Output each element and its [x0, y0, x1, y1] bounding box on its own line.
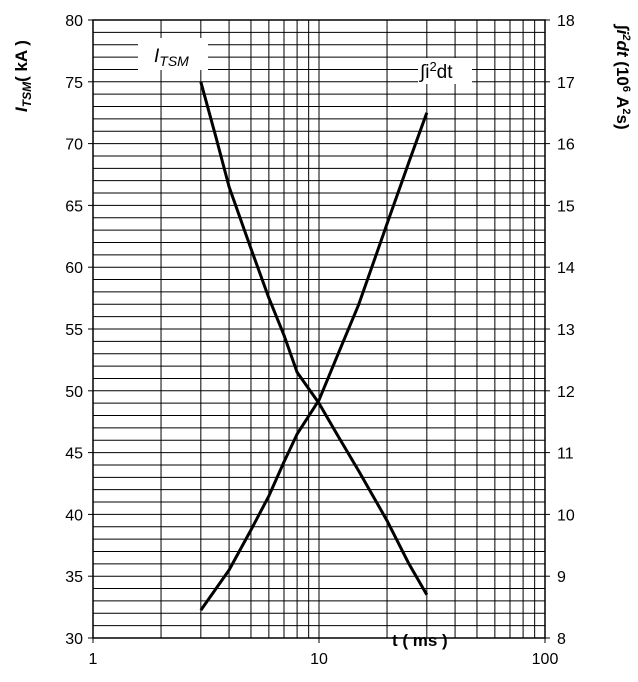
y-right-tick-label: 18 — [557, 13, 575, 30]
series-line-0 — [199, 81, 429, 596]
grid — [92, 19, 545, 639]
x-tick-label: 1 — [89, 651, 98, 668]
y-right-tick-label: 11 — [557, 446, 574, 463]
series-label-i2dt: ∫i2dt — [418, 58, 472, 84]
y-left-tick-label: 80 — [65, 13, 83, 30]
x-tick-label: 100 — [532, 651, 559, 668]
y-left-tick-label: 30 — [65, 631, 83, 648]
y-left-tick-label: 65 — [65, 198, 83, 215]
series-label-itsm-text: ITSM — [154, 46, 189, 69]
series-label-itsm: ITSM — [138, 38, 208, 70]
y-axis-right-label: ∫i2dt (106 A2s) — [613, 23, 632, 130]
y-right-tick-label: 17 — [557, 75, 575, 92]
y-left-tick-label: 35 — [65, 569, 83, 586]
y-right-tick-label: 10 — [557, 507, 575, 524]
y-left-tick-label: 70 — [65, 137, 83, 154]
y-right-tick-label: 9 — [557, 569, 566, 586]
x-axis-label: t ( ms ) — [392, 631, 448, 650]
y-left-tick-label: 60 — [65, 260, 83, 277]
series-line-1 — [199, 112, 429, 612]
y-left-tick-label: 75 — [65, 75, 83, 92]
x-tick-label: 10 — [310, 651, 328, 668]
y-right-tick-label: 13 — [557, 322, 575, 339]
y-left-tick-label: 50 — [65, 384, 83, 401]
y-left-tick-label: 55 — [65, 322, 83, 339]
series-label-i2dt-bg — [418, 58, 472, 84]
series-label-itsm-bg — [138, 38, 208, 70]
tick-labels: 30 35 40 45 50 55 60 65 70 75 80 8 9 10 11 12 13 14 15 16 17… — [65, 13, 575, 668]
series-layer — [199, 81, 429, 612]
y-right-tick-label: 14 — [557, 260, 575, 277]
y-right-tick-label: 16 — [557, 137, 575, 154]
y-left-tick-label: 45 — [65, 446, 83, 463]
y-left-tick-label: 40 — [65, 507, 83, 524]
y-right-tick-label: 12 — [557, 384, 575, 401]
y-axis-left-label: ITSM( kA ) — [12, 40, 34, 112]
y-right-tick-label: 8 — [557, 631, 566, 648]
series-label-i2dt-text: ∫i2dt — [419, 59, 453, 83]
y-right-tick-label: 15 — [557, 198, 575, 215]
